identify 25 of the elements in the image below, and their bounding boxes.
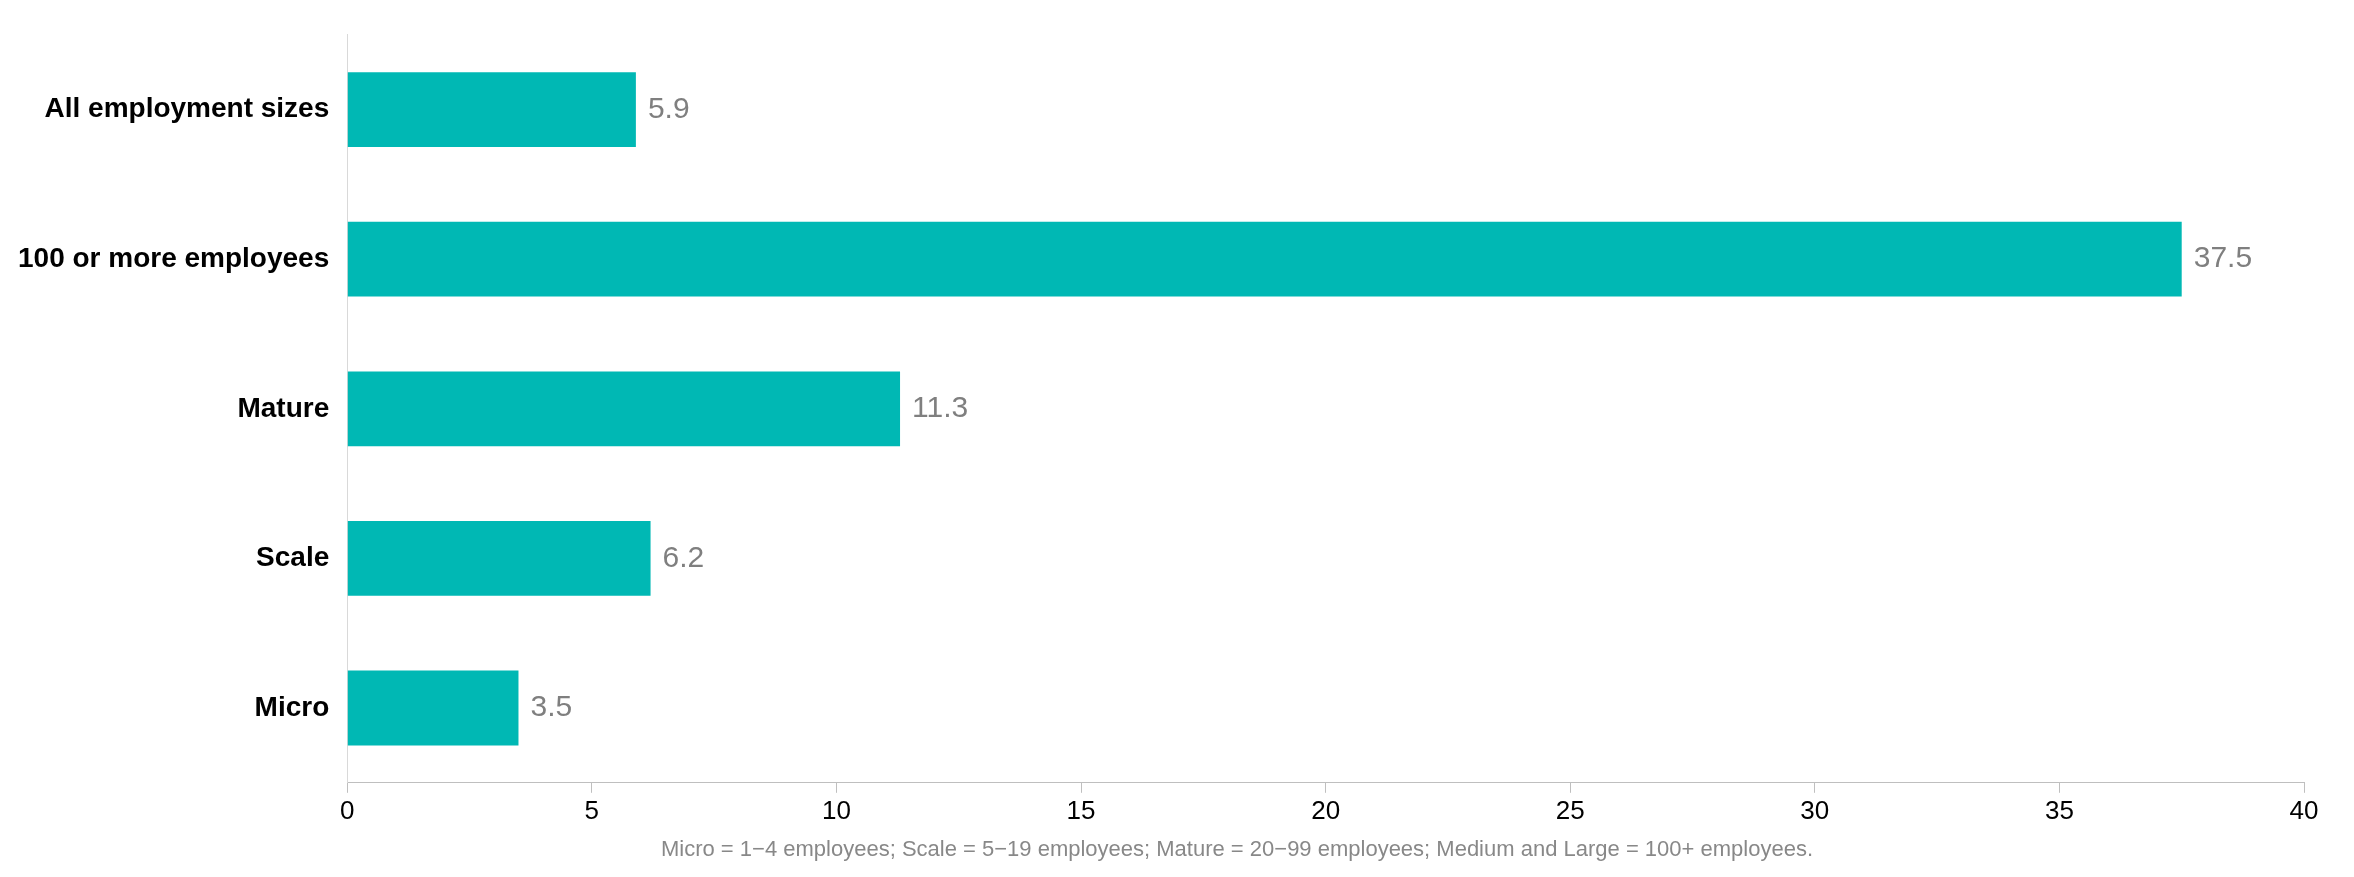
y-tick-label: All employment sizes [44, 92, 330, 124]
data-label: 5.9 [647, 90, 690, 124]
bar [347, 670, 519, 746]
x-tick-label: 5 [584, 794, 600, 825]
bar [347, 221, 2182, 297]
x-tick-label: 25 [1555, 794, 1585, 825]
data-label: 6.2 [662, 539, 705, 573]
text: Micro = 1−4 employees; Scale = 5−19 employees; Mature = 20−99 employees; Medium and Large = 100+ employees. [660, 836, 1814, 862]
data-label: 3.5 [530, 689, 573, 723]
y-tick-label: Mature [237, 391, 330, 423]
x-tick-label: 40 [2289, 794, 2319, 825]
y-tick-label: 100 or more employees [17, 241, 330, 273]
y-tick-label: Micro [254, 690, 330, 722]
bar [347, 72, 636, 147]
data-label: 37.5 [2193, 240, 2253, 274]
data-label: 11.3 [912, 390, 969, 424]
x-tick-label: 20 [1311, 794, 1341, 825]
bar [347, 371, 901, 447]
x-tick-label: 30 [1800, 794, 1830, 825]
x-tick-label: 35 [2044, 794, 2074, 825]
x-tick-label: 10 [821, 794, 851, 825]
x-tick-label: 0 [340, 794, 355, 825]
bar [347, 521, 651, 596]
y-tick-label: Scale [256, 541, 330, 573]
x-tick-label: 15 [1066, 794, 1096, 825]
